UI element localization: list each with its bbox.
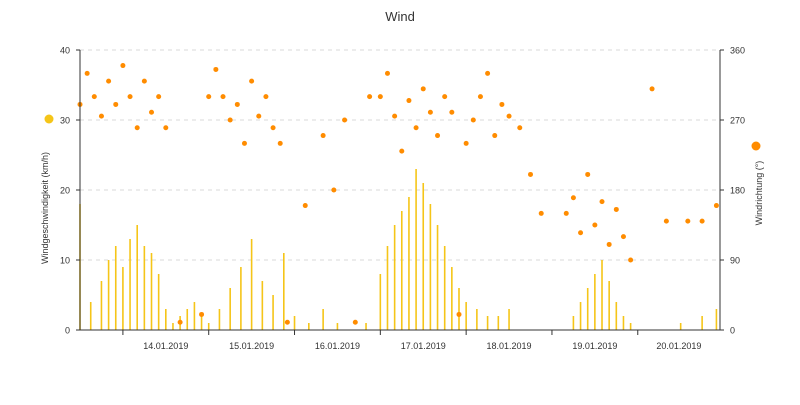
direction-point xyxy=(213,66,219,72)
direction-point xyxy=(456,311,462,317)
y-right-tick-label: 0 xyxy=(730,326,735,336)
direction-point xyxy=(492,133,498,139)
direction-point xyxy=(570,195,576,201)
y-left-tick-label: 10 xyxy=(60,256,70,266)
y-left-tick-label: 30 xyxy=(60,116,70,126)
chart-title: Wind xyxy=(385,9,415,24)
direction-point xyxy=(485,70,491,76)
direction-point xyxy=(442,94,448,100)
direction-point xyxy=(592,222,598,228)
direction-point xyxy=(320,133,326,139)
direction-point xyxy=(613,206,619,212)
direction-point xyxy=(199,311,205,317)
x-tick-label: 18.01.2019 xyxy=(487,341,532,351)
right-axis-legend-marker xyxy=(751,141,761,151)
direction-point xyxy=(399,148,405,154)
y-right-tick-label: 90 xyxy=(730,256,740,266)
direction-point xyxy=(98,113,104,119)
direction-point xyxy=(506,113,512,119)
y-right-tick-label: 270 xyxy=(730,116,745,126)
direction-point xyxy=(256,113,262,119)
direction-point xyxy=(377,94,383,100)
x-tick-label: 19.01.2019 xyxy=(572,341,617,351)
direction-point xyxy=(392,113,398,119)
tick-labels: 0 10 20 30 40 0 90 180 270 360 14.01.2019 15.01.201… xyxy=(60,46,745,352)
direction-point xyxy=(149,109,155,115)
x-tick-label: 15.01.2019 xyxy=(229,341,274,351)
direction-point xyxy=(563,210,569,216)
direction-point xyxy=(177,319,183,325)
direction-point xyxy=(163,125,169,131)
speed-series xyxy=(79,169,718,330)
direction-point xyxy=(302,203,308,209)
direction-point xyxy=(427,109,433,115)
direction-point xyxy=(342,117,348,123)
direction-point xyxy=(241,140,247,146)
direction-point xyxy=(477,94,483,100)
direction-point xyxy=(470,117,476,123)
direction-point xyxy=(227,117,233,123)
direction-point xyxy=(578,230,584,236)
direction-point xyxy=(220,94,226,100)
y-left-tick-label: 40 xyxy=(60,46,70,56)
direction-point xyxy=(449,109,455,115)
direction-point xyxy=(699,218,705,224)
direction-point xyxy=(528,171,534,177)
direction-point xyxy=(331,187,337,193)
direction-point xyxy=(277,140,283,146)
direction-point xyxy=(91,94,97,100)
left-axis-legend-marker xyxy=(44,114,54,124)
direction-point xyxy=(206,94,212,100)
direction-point xyxy=(134,125,140,131)
direction-point xyxy=(127,94,133,100)
direction-point xyxy=(538,210,544,216)
y-right-tick-label: 360 xyxy=(730,46,745,56)
direction-point xyxy=(649,86,655,92)
direction-series xyxy=(77,63,719,325)
y-left-tick-label: 0 xyxy=(65,326,70,336)
direction-point xyxy=(585,171,591,177)
y-left-axis-title: Windgeschwindigkeit (km/h) xyxy=(40,152,50,264)
direction-point xyxy=(463,140,469,146)
y-right-tick-label: 180 xyxy=(730,186,745,196)
direction-point xyxy=(620,234,626,240)
direction-point xyxy=(413,125,419,131)
direction-point xyxy=(352,319,358,325)
direction-point xyxy=(685,218,691,224)
x-tick-label: 14.01.2019 xyxy=(143,341,188,351)
x-tick-label: 16.01.2019 xyxy=(315,341,360,351)
direction-point xyxy=(141,78,147,84)
direction-point xyxy=(263,94,269,100)
direction-point xyxy=(284,319,290,325)
direction-point xyxy=(435,133,441,139)
direction-point xyxy=(420,86,426,92)
direction-point xyxy=(384,70,390,76)
direction-point xyxy=(249,78,255,84)
x-tick-label: 17.01.2019 xyxy=(401,341,446,351)
direction-point xyxy=(120,63,126,69)
direction-point xyxy=(517,125,523,131)
direction-point xyxy=(628,257,634,263)
direction-point xyxy=(106,78,112,84)
y-left-tick-label: 20 xyxy=(60,186,70,196)
direction-point xyxy=(234,101,240,107)
direction-point xyxy=(606,241,612,247)
direction-point xyxy=(599,199,605,205)
direction-point xyxy=(113,101,119,107)
direction-point xyxy=(499,101,505,107)
direction-point xyxy=(713,203,719,209)
direction-point xyxy=(367,94,373,100)
grid-layer xyxy=(80,49,720,261)
direction-point xyxy=(156,94,162,100)
direction-point xyxy=(663,218,669,224)
y-right-axis-title: Windrichtung (°) xyxy=(754,161,764,226)
direction-point xyxy=(406,98,412,104)
x-tick-label: 20.01.2019 xyxy=(656,341,701,351)
direction-point xyxy=(270,125,276,131)
direction-point xyxy=(84,70,90,76)
